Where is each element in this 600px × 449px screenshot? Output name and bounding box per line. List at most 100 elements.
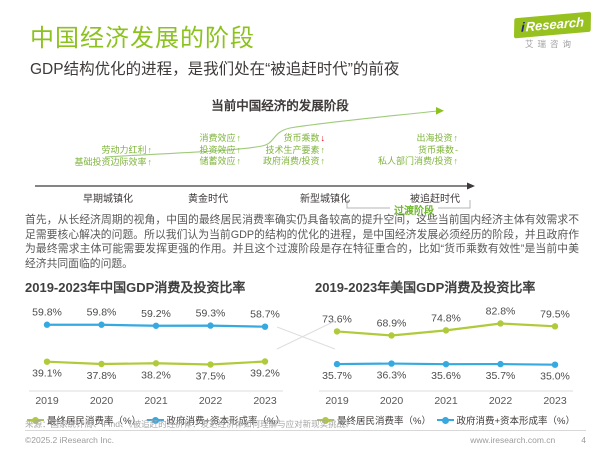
diagram-labels-pursued-era: 出海投资↑ 货币乘数- 私人部门消费/投资↑ bbox=[348, 133, 458, 168]
x-tick-label: 2020 bbox=[90, 395, 114, 407]
diagram-labels-golden-era: 消费效应↑ 投资效应↑ 储蓄效应↑ bbox=[175, 133, 241, 168]
data-label: 74.8% bbox=[431, 312, 461, 324]
diagram-label: 劳动力红利↑ bbox=[101, 145, 153, 155]
data-point bbox=[261, 323, 269, 330]
development-stage-diagram: 当前中国经济的发展阶段 劳动力红利↑ 基础投资边际效率↑ 消费效应↑ 投资效应↑… bbox=[0, 93, 600, 217]
legend-dot-icon bbox=[151, 416, 159, 424]
data-label: 37.8% bbox=[87, 370, 117, 382]
x-tick-label: 2021 bbox=[434, 395, 458, 407]
x-tick-label: 2023 bbox=[543, 395, 567, 407]
data-label: 73.6% bbox=[322, 313, 352, 325]
legend-marker-icon bbox=[317, 416, 334, 424]
data-point bbox=[43, 358, 51, 365]
up-arrow-icon: ↑ bbox=[453, 133, 459, 143]
legend-marker-icon bbox=[146, 416, 164, 424]
stage-label-early-urbanization: 早期城镇化 bbox=[83, 194, 133, 205]
data-label: 59.2% bbox=[141, 308, 171, 320]
legend-item: 政府消费+资本形成率（%） bbox=[146, 413, 285, 427]
up-arrow-icon: ↑ bbox=[236, 133, 242, 143]
growth-curve-arrowhead bbox=[436, 107, 444, 115]
data-point bbox=[98, 360, 105, 368]
legend-label: 最终居民消费率（%） bbox=[337, 416, 431, 427]
usa-gdp-chart: 2019-2023年美国GDP消费及投资比率 73.6% 68.9% 74.8% 82… bbox=[315, 277, 577, 427]
data-point bbox=[551, 323, 559, 330]
china-chart-legend: 最终居民消费率（%） 政府消费+资本形成率（%） bbox=[25, 413, 287, 427]
data-label: 59.8% bbox=[32, 307, 62, 319]
data-point bbox=[497, 360, 504, 368]
website-url: www.iresearch.com.cn bbox=[470, 435, 556, 445]
data-label: 58.7% bbox=[250, 309, 280, 321]
data-label: 35.7% bbox=[486, 370, 516, 382]
legend-marker-icon bbox=[436, 416, 454, 424]
stage-label-golden-era: 黄金时代 bbox=[188, 194, 228, 205]
data-point bbox=[333, 360, 341, 368]
data-point bbox=[261, 358, 269, 365]
data-label: 36.3% bbox=[377, 370, 407, 382]
data-label: 38.2% bbox=[141, 369, 171, 381]
data-point bbox=[497, 320, 504, 327]
x-tick-label: 2022 bbox=[489, 395, 513, 407]
diagram-label: 投资效应↑ bbox=[199, 144, 242, 155]
source-note: 来源：国家统计局、iFind、《被追赶的经济体：发达经济体如何理解与应对新现实挑… bbox=[25, 419, 354, 429]
stage-label-pursued-era: 被追赶时代 bbox=[410, 194, 460, 205]
up-arrow-icon: ↑ bbox=[147, 145, 153, 155]
data-label: 37.5% bbox=[196, 371, 226, 383]
data-point bbox=[207, 322, 214, 329]
diagram-labels-early-urbanization: 劳动力红利↑ 基础投资边际效率↑ bbox=[40, 145, 152, 168]
up-arrow-icon: ↑ bbox=[147, 156, 153, 167]
legend-item: 最终居民消费率（%） bbox=[317, 413, 431, 427]
chart-title-usa: 2019-2023年美国GDP消费及投资比率 bbox=[315, 280, 536, 295]
data-label: 79.5% bbox=[540, 308, 570, 320]
legend-dot-icon bbox=[322, 416, 329, 424]
data-point bbox=[333, 328, 341, 335]
data-label: 35.6% bbox=[431, 370, 461, 382]
data-label: 35.7% bbox=[322, 370, 352, 382]
transition-stage-label: 过渡阶段 bbox=[394, 206, 434, 217]
up-arrow-icon: ↑ bbox=[236, 144, 242, 155]
data-point bbox=[388, 332, 395, 339]
page-subtitle: GDP结构优化的进程，是我们处在“被追赶时代”的前夜 bbox=[30, 61, 400, 78]
chart-connector-lines bbox=[276, 320, 336, 350]
charts-section: 2019-2023年中国GDP消费及投资比率 59.8% 59.8% 59.2% 59… bbox=[25, 277, 577, 427]
page-number: 4 bbox=[581, 435, 586, 445]
data-point bbox=[388, 360, 395, 367]
page-title: 中国经济发展的阶段 bbox=[30, 25, 255, 52]
data-point bbox=[207, 361, 214, 368]
legend-dot-icon bbox=[32, 416, 39, 424]
connector-line bbox=[276, 320, 336, 350]
legend-label: 政府消费+资本形成率（%） bbox=[456, 416, 576, 427]
timeline-axis-arrowhead bbox=[467, 182, 475, 190]
china-chart-plot: 59.8% 59.8% 59.2% 59.3% 58.7% 39.1% 37.8% 38.2%… bbox=[29, 307, 283, 407]
data-point bbox=[43, 321, 51, 328]
iresearch-logo: iResearch 艾瑞咨询 bbox=[513, 11, 592, 50]
data-point bbox=[98, 321, 105, 328]
growth-curve bbox=[104, 110, 438, 158]
legend-marker-icon bbox=[27, 416, 44, 424]
iresearch-logo-badge: iResearch bbox=[513, 11, 592, 39]
diagram-label: 基础投资边际效率↑ bbox=[74, 156, 153, 167]
data-label: 59.3% bbox=[196, 308, 226, 320]
chart-title-china: 2019-2023年中国GDP消费及投资比率 bbox=[25, 280, 246, 295]
x-tick-label: 2022 bbox=[199, 395, 223, 407]
x-tick-label: 2019 bbox=[35, 395, 59, 407]
connector-line bbox=[276, 326, 336, 350]
copyright-text: ©2025.2 iResearch Inc. bbox=[25, 435, 114, 445]
data-point bbox=[152, 360, 160, 367]
diagram-label: 货币乘数- bbox=[417, 144, 458, 155]
x-tick-label: 2020 bbox=[380, 395, 404, 407]
x-tick-label: 2021 bbox=[144, 395, 168, 407]
footer-divider bbox=[25, 430, 586, 431]
up-arrow-icon: ↑ bbox=[236, 156, 242, 166]
diagram-title: 当前中国经济的发展阶段 bbox=[211, 99, 349, 113]
data-label: 39.1% bbox=[32, 368, 62, 380]
diagram-label: 消费效应↑ bbox=[199, 133, 242, 143]
china-gdp-chart: 2019-2023年中国GDP消费及投资比率 59.8% 59.8% 59.2% 59… bbox=[25, 277, 287, 427]
stage-label-new-urbanization: 新型城镇化 bbox=[300, 194, 350, 205]
footer: ©2025.2 iResearch Inc. www.iresearch.com… bbox=[25, 435, 586, 445]
data-point bbox=[442, 327, 450, 334]
diagram-label: 政府消费/投资↑ bbox=[262, 156, 325, 166]
up-arrow-icon: ↑ bbox=[320, 144, 326, 155]
legend-label: 最终居民消费率（%） bbox=[47, 416, 141, 427]
data-label: 35.0% bbox=[540, 371, 570, 383]
